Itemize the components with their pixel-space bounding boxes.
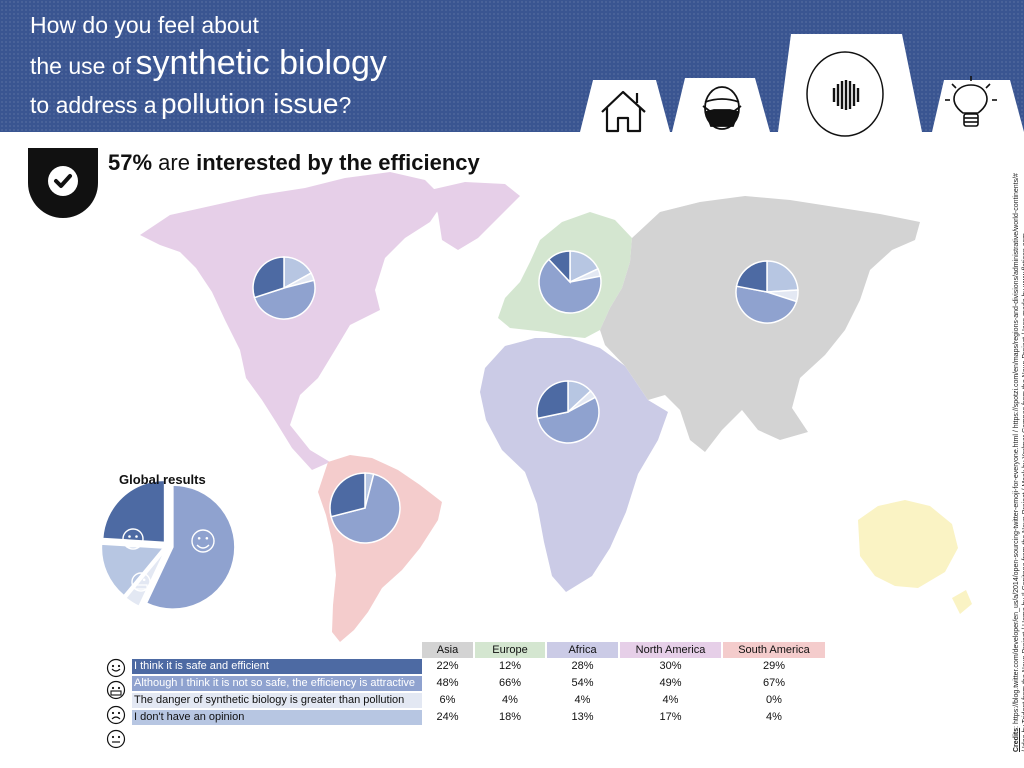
title-line-2-big: synthetic biology xyxy=(135,44,387,82)
pie-africa xyxy=(536,380,600,444)
pie-europe xyxy=(538,250,602,314)
grin-face-icon xyxy=(122,528,144,550)
title-line-3-small: to address a xyxy=(30,92,157,118)
table-cell: 17% xyxy=(659,711,682,723)
global-pie-slice-3 xyxy=(100,543,165,597)
table-cell: 4% xyxy=(766,711,782,723)
pie-slice xyxy=(536,396,600,444)
headline: 57% are interested by the efficiency xyxy=(108,150,480,176)
table-row-label: I think it is safe and efficient xyxy=(132,659,422,674)
table-cell: 6% xyxy=(439,694,456,706)
column-header: Africa xyxy=(547,642,618,658)
headline-pct: 57% xyxy=(108,150,153,175)
region-africa xyxy=(480,338,668,592)
pie-asia xyxy=(735,260,799,324)
credits-text: : https://blog.twitter.com/developer/en_… xyxy=(1013,173,1024,752)
pie-slice xyxy=(253,279,316,320)
global-pie-slice-1 xyxy=(145,484,236,610)
pie-slice xyxy=(735,260,768,293)
mask-icon xyxy=(702,86,742,130)
nav-tabs xyxy=(580,34,1024,137)
region-oceania xyxy=(858,500,972,614)
column-header: Asia xyxy=(422,642,473,658)
table-cell: 18% xyxy=(498,711,522,723)
tab-idea[interactable] xyxy=(932,76,1024,132)
global-results-title: Global results xyxy=(119,472,206,487)
lightbulb-icon xyxy=(945,76,997,127)
table-cell: 24% xyxy=(436,711,459,723)
table-cell: 28% xyxy=(571,660,594,672)
table-row-label: I don't have an opinion xyxy=(132,710,422,725)
table-cell: 30% xyxy=(659,660,682,672)
global-pie-slice-2 xyxy=(124,549,166,608)
title-line-1: How do you feel about xyxy=(30,12,259,38)
sad-icon xyxy=(106,705,126,725)
title-line-3-big: pollution issue xyxy=(161,88,339,119)
home-icon xyxy=(601,90,646,133)
headline-rest: interested by the efficiency xyxy=(196,150,480,175)
table-cell: 4% xyxy=(574,694,591,706)
neutral-icon xyxy=(106,729,126,749)
pie-south-america xyxy=(329,472,401,544)
title-line-3: to address a pollution issue? xyxy=(30,88,351,120)
smile-face-icon xyxy=(191,529,215,553)
global-pie-slice-4 xyxy=(101,479,166,544)
tab-mask[interactable] xyxy=(672,78,770,132)
title-line-2: the use of synthetic biology xyxy=(30,44,387,83)
region-north-america xyxy=(140,172,520,470)
table-cell: 29% xyxy=(762,660,786,672)
check-badge-icon xyxy=(28,148,98,218)
table-row-label: Although I think it is not so safe, the … xyxy=(132,676,422,691)
column-header: Europe xyxy=(475,642,545,658)
smile-icon xyxy=(106,658,126,678)
headline-middle: are xyxy=(152,150,197,175)
table-cell: 12% xyxy=(498,660,522,672)
global-pie xyxy=(100,479,236,610)
continent-pies xyxy=(252,250,799,544)
table-cell: 13% xyxy=(571,711,594,723)
table-cell: 49% xyxy=(659,677,682,689)
table-cell: 48% xyxy=(436,677,459,689)
tab-home[interactable] xyxy=(580,80,670,133)
table-cell: 67% xyxy=(762,677,786,689)
pie-slice xyxy=(547,250,571,284)
table-cell: 4% xyxy=(662,694,679,706)
table-cell: 54% xyxy=(571,677,594,689)
pie-slice xyxy=(252,256,285,299)
pie-slice xyxy=(735,285,798,324)
pie-slice xyxy=(329,472,366,518)
table-cell: 0% xyxy=(766,694,782,706)
table-cell: 22% xyxy=(436,660,459,672)
pie-slice xyxy=(538,258,602,314)
grin-face-small-icon xyxy=(131,572,151,592)
table-cell: 4% xyxy=(502,694,518,706)
pie-slice xyxy=(536,380,569,420)
credits-label: Credits xyxy=(1013,727,1020,752)
pie-north-america xyxy=(252,256,316,320)
grin-icon xyxy=(106,680,126,700)
column-header: South America xyxy=(723,642,825,658)
table-row-label: The danger of synthetic biology is great… xyxy=(132,693,422,708)
credits: Credits: https://blog.twitter.com/develo… xyxy=(1012,172,1024,752)
fingerprint-icon xyxy=(832,80,860,110)
title-line-2-small: the use of xyxy=(30,53,132,79)
title-line-3-end: ? xyxy=(338,92,352,118)
column-header: North America xyxy=(620,642,721,658)
pie-slice xyxy=(766,260,799,293)
tab-fingerprint[interactable] xyxy=(778,34,922,137)
region-asia xyxy=(600,196,920,452)
table-cell: 66% xyxy=(498,677,522,689)
